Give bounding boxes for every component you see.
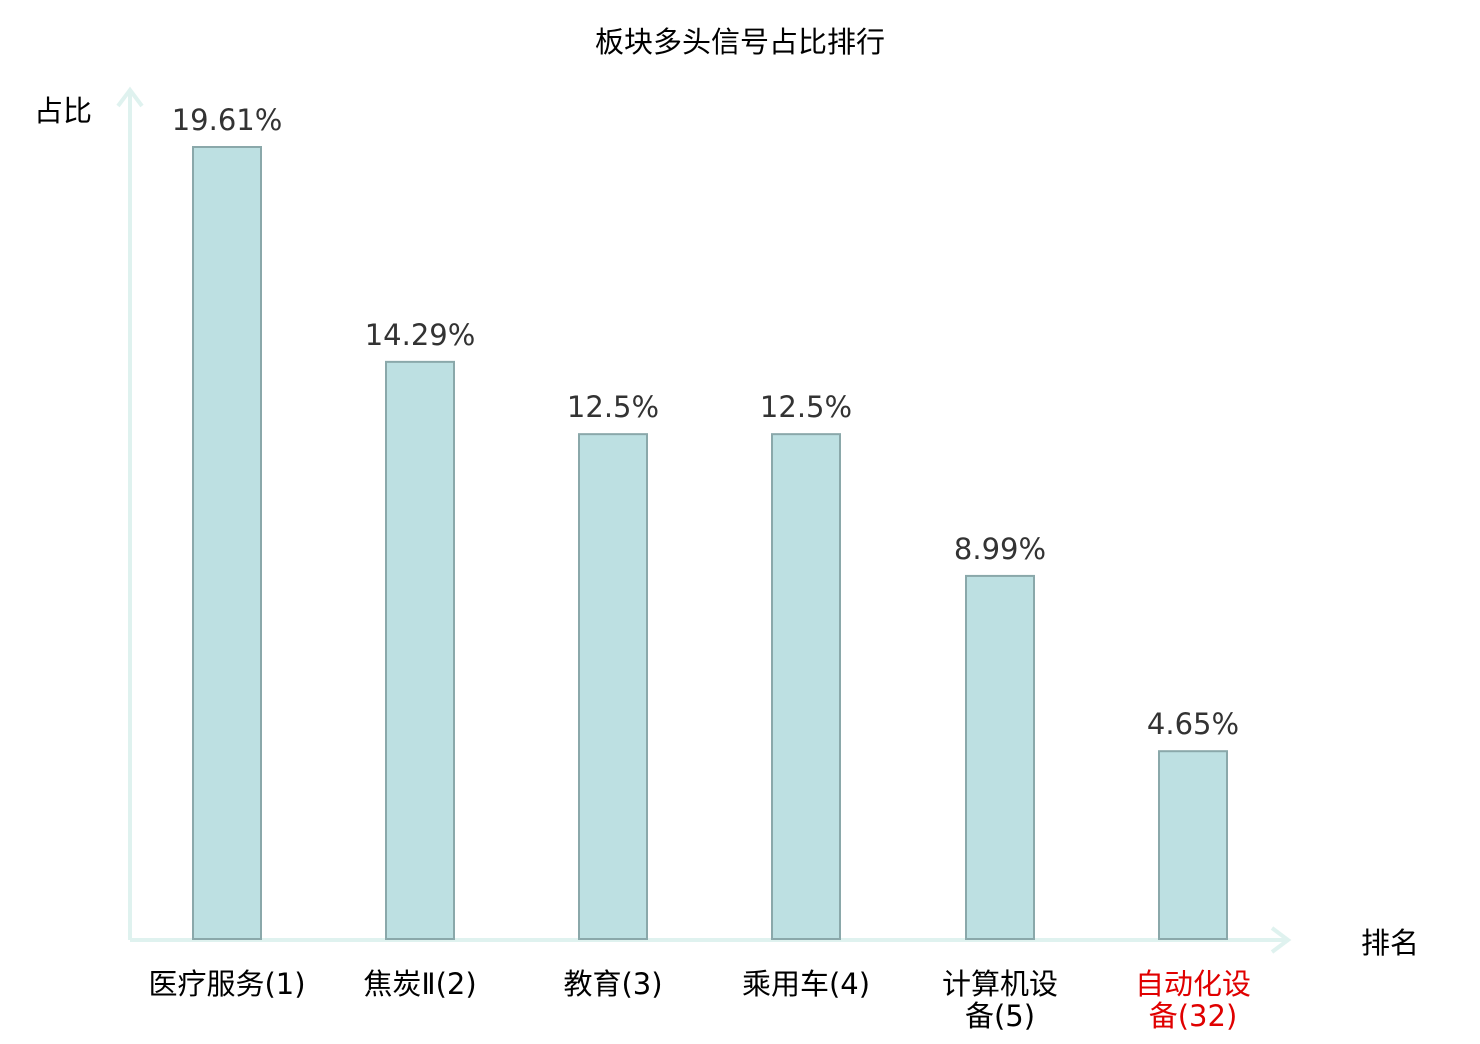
chart-title: 板块多头信号占比排行: [595, 25, 885, 59]
value-labels-layer: 19.61% 14.29% 12.5% 12.5% 8.99% 4.65%: [172, 103, 1239, 741]
bar: [965, 574, 1035, 940]
x-tick-label: 自动化设: [1135, 967, 1251, 1001]
x-axis-arrowhead: [1270, 926, 1292, 954]
bars-layer: [192, 146, 1228, 941]
x-tick-label: 备(5): [965, 999, 1035, 1033]
bar-value-label: 4.65%: [1147, 707, 1239, 741]
bar: [192, 146, 262, 940]
bar-value-label: 19.61%: [172, 103, 283, 137]
y-axis-arrowhead: [116, 86, 144, 108]
bar-value-label: 12.5%: [760, 390, 852, 424]
x-tick-label: 教育(3): [563, 967, 662, 1001]
bar: [385, 360, 455, 940]
bar-value-label: 8.99%: [954, 532, 1046, 566]
x-tick-label: 计算机设: [942, 967, 1058, 1001]
x-tick-label: 焦炭Ⅱ(2): [363, 967, 476, 1001]
bar: [771, 433, 841, 940]
bar-value-label: 12.5%: [567, 390, 659, 424]
y-axis-label: 占比: [34, 94, 92, 128]
bar: [1158, 750, 1228, 941]
x-tick-label: 备(32): [1149, 999, 1238, 1033]
bar-value-label: 14.29%: [365, 318, 476, 352]
x-tick-label: 乘用车(4): [742, 967, 870, 1001]
bar: [578, 433, 648, 940]
x-tick-label: 医疗服务(1): [148, 967, 305, 1001]
x-axis-label: 排名: [1361, 926, 1419, 960]
